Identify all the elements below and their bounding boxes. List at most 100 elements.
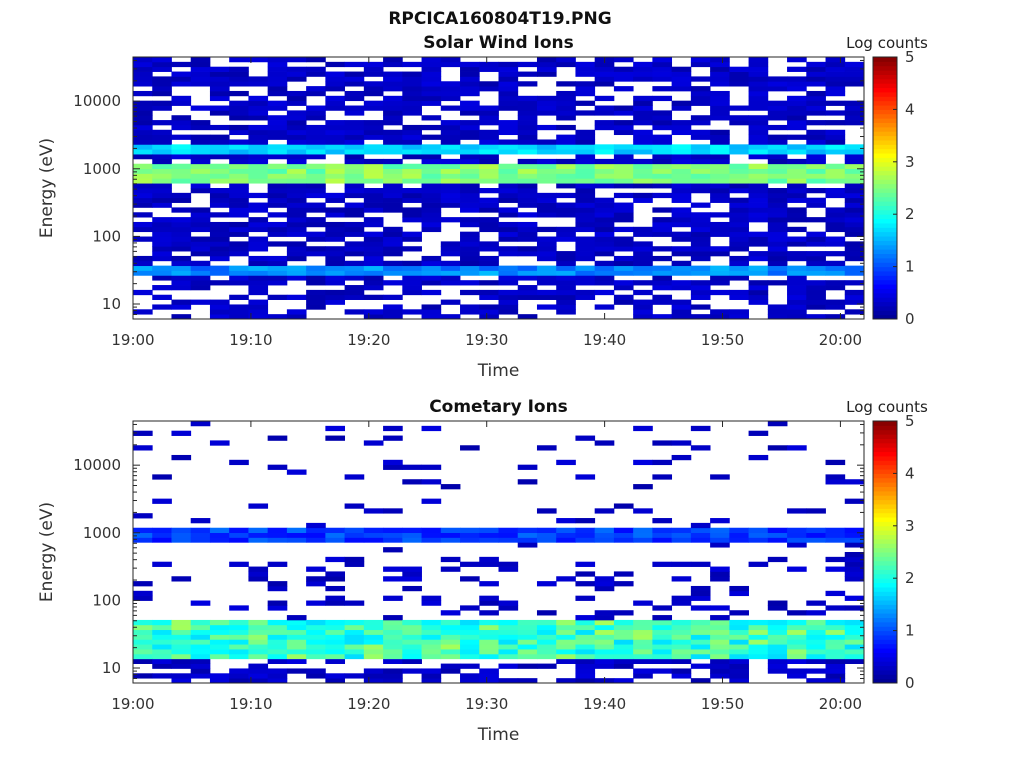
heatmap-cell: [671, 260, 692, 267]
heatmap-cell: [440, 265, 461, 271]
colorbar-step: [873, 525, 897, 531]
heatmap-cell: [209, 95, 230, 102]
heatmap-cell: [209, 188, 230, 194]
colorbar-tick-label: 5: [905, 48, 915, 66]
heatmap-cell: [517, 120, 538, 126]
colorbar-step: [873, 451, 897, 457]
heatmap-cell: [440, 90, 461, 97]
heatmap-cell: [152, 86, 172, 92]
heatmap-cell: [710, 183, 730, 189]
colorbar-step: [873, 231, 897, 237]
heatmap-cell: [787, 619, 807, 626]
heatmap-cell: [652, 95, 673, 102]
heatmap-cell: [613, 144, 634, 150]
heatmap-cell: [652, 474, 673, 480]
heatmap-cell: [767, 178, 788, 184]
heatmap-cell: [325, 246, 346, 252]
heatmap-cell: [267, 634, 288, 640]
heatmap-cell: [325, 178, 346, 184]
heatmap-cell: [229, 294, 249, 300]
heatmap-cell: [229, 202, 249, 208]
heatmap-cell: [440, 532, 461, 538]
heatmap-cell: [613, 246, 634, 252]
heatmap-cell: [190, 168, 211, 174]
heatmap-cell: [825, 314, 846, 320]
heatmap-cell: [498, 537, 519, 543]
heatmap-cell: [748, 285, 769, 291]
heatmap-cell: [517, 639, 538, 645]
heatmap-cell: [806, 76, 826, 82]
heatmap-cell: [229, 537, 249, 543]
heatmap-cell: [460, 653, 480, 660]
heatmap-cell: [671, 440, 692, 446]
heatmap-cell: [710, 518, 730, 524]
heatmap-cell: [844, 188, 865, 194]
heatmap-cell: [536, 158, 557, 165]
heatmap-cell: [517, 115, 538, 121]
heatmap-cell: [633, 425, 653, 432]
heatmap-cell: [594, 265, 615, 271]
heatmap-cell: [613, 120, 634, 126]
heatmap-cell: [402, 576, 422, 582]
heatmap-cell: [152, 653, 172, 660]
heatmap-cell: [806, 129, 826, 136]
heatmap-cell: [652, 532, 673, 538]
heatmap-cell: [402, 644, 422, 650]
heatmap-cell: [633, 144, 653, 150]
heatmap-cell: [267, 202, 288, 208]
heatmap-cell: [133, 168, 153, 174]
heatmap-cell: [652, 183, 673, 189]
heatmap-cell: [190, 658, 211, 664]
heatmap-cell: [171, 639, 192, 645]
heatmap-cell: [383, 532, 403, 538]
heatmap-cell: [383, 566, 403, 572]
heatmap-cell: [748, 115, 769, 121]
heatmap-cell: [190, 158, 211, 165]
heatmap-cell: [171, 115, 192, 121]
heatmap-cell: [383, 629, 403, 635]
heatmap-cell: [806, 304, 826, 310]
heatmap-cell: [844, 221, 865, 228]
colorbar-step: [873, 244, 897, 250]
heatmap-cell: [767, 421, 788, 427]
heatmap-cell: [594, 246, 615, 252]
heatmap-cell: [402, 178, 422, 184]
heatmap-cell: [190, 527, 211, 533]
heatmap-cell: [556, 163, 576, 169]
heatmap-cell: [806, 255, 826, 262]
heatmap-cell: [479, 668, 499, 674]
heatmap-cell: [440, 202, 461, 208]
heatmap-cell: [729, 163, 749, 169]
heatmap-cell: [344, 207, 365, 213]
heatmap-cell: [729, 663, 749, 669]
y-tick-label: 10: [102, 659, 121, 677]
heatmap-cell: [787, 644, 807, 650]
heatmap-cell: [421, 619, 442, 626]
heatmap-cell: [421, 154, 442, 160]
heatmap-cell: [479, 532, 499, 538]
heatmap-cell: [479, 537, 499, 543]
heatmap-cell: [498, 527, 519, 533]
heatmap-cell: [440, 556, 461, 563]
heatmap-cell: [267, 149, 288, 155]
heatmap-cell: [613, 202, 634, 208]
heatmap-cell: [787, 314, 807, 320]
heatmap-cell: [286, 246, 307, 252]
colorbar-step: [873, 148, 897, 154]
x-tick-label: 19:30: [465, 331, 508, 349]
heatmap-cell: [575, 61, 596, 68]
heatmap-cell: [460, 202, 480, 208]
heatmap-cell: [536, 619, 557, 626]
heatmap-cell: [498, 163, 519, 169]
heatmap-cell: [248, 134, 269, 140]
heatmap-cell: [633, 134, 653, 140]
heatmap-cell: [267, 57, 288, 63]
heatmap-cell: [575, 202, 596, 208]
heatmap-cell: [536, 197, 557, 203]
heatmap-cell: [536, 226, 557, 233]
colorbar-step: [873, 292, 897, 298]
heatmap-cell: [690, 129, 711, 136]
heatmap-cell: [306, 110, 326, 116]
heatmap-cell: [171, 231, 192, 237]
heatmap-cell: [440, 663, 461, 669]
